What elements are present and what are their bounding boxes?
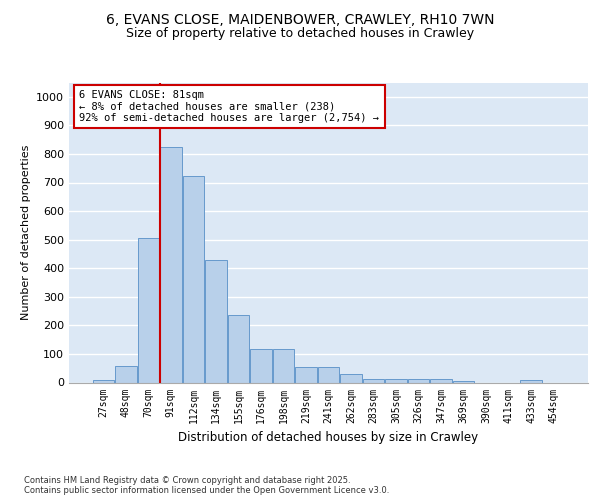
Text: 6 EVANS CLOSE: 81sqm
← 8% of detached houses are smaller (238)
92% of semi-detac: 6 EVANS CLOSE: 81sqm ← 8% of detached ho… (79, 90, 379, 123)
Bar (137, 238, 159, 382)
Y-axis label: Number of detached properties: Number of detached properties (20, 145, 31, 320)
Text: 6, EVANS CLOSE, MAIDENBOWER, CRAWLEY, RH10 7WN: 6, EVANS CLOSE, MAIDENBOWER, CRAWLEY, RH… (106, 12, 494, 26)
Bar (318, 366, 339, 382)
Bar (363, 378, 384, 382)
Bar (273, 349, 294, 382)
Bar (430, 379, 452, 382)
Bar (228, 314, 249, 382)
Bar (92, 380, 114, 382)
Bar (295, 366, 317, 382)
Text: Contains HM Land Registry data © Crown copyright and database right 2025.
Contai: Contains HM Land Registry data © Crown c… (24, 476, 389, 495)
Bar (340, 374, 362, 382)
Bar (453, 381, 475, 382)
Bar (115, 366, 137, 382)
Bar (408, 378, 429, 382)
Text: Size of property relative to detached houses in Crawley: Size of property relative to detached ho… (126, 28, 474, 40)
Bar (385, 378, 407, 382)
X-axis label: Distribution of detached houses by size in Crawley: Distribution of detached houses by size … (178, 431, 479, 444)
Bar (520, 380, 542, 382)
Bar (160, 147, 182, 382)
Bar (182, 176, 204, 382)
Bar (250, 349, 272, 382)
Bar (205, 260, 227, 382)
